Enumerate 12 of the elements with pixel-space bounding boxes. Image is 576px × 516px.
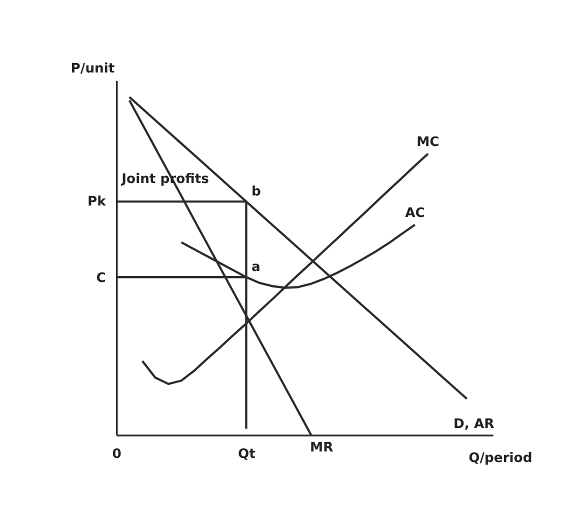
- y-axis-title: P/unit: [70, 62, 115, 77]
- text: C: [96, 270, 106, 286]
- series-label: AC: [405, 206, 425, 221]
- x-axis-title: Q/period: [468, 451, 532, 466]
- series-label: D, AR: [454, 416, 494, 432]
- text: Pk: [88, 194, 106, 210]
- x-tick-label: 0: [112, 447, 122, 462]
- x-tick-label: Qt: [238, 447, 256, 462]
- annotation: b: [251, 184, 261, 200]
- annotation: a: [251, 260, 260, 276]
- series-label: MR: [310, 440, 334, 456]
- series-label: MC: [416, 134, 440, 150]
